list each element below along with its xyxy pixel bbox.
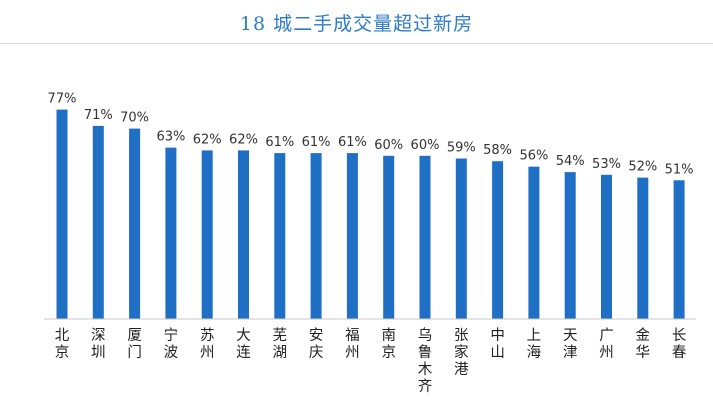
category-label-4: 苏州 [200,327,215,361]
category-label-5: 大连 [236,327,251,361]
category-label-11: 张家港 [454,327,469,378]
value-label-3: 63% [156,130,185,145]
bar-5 [238,150,249,319]
value-label-4: 62% [193,132,222,147]
value-label-8: 61% [338,135,367,150]
bar-10 [419,155,431,319]
bars-layer [56,109,685,320]
value-label-1: 71% [84,108,113,123]
bar-8 [346,153,358,319]
chart-title: 18 城二手成交量超过新房 [239,13,474,35]
value-label-13: 56% [519,149,548,164]
value-label-10: 60% [411,138,440,153]
category-label-14: 天津 [563,328,578,361]
bar-11 [455,158,467,319]
value-label-0: 77% [48,92,77,107]
bar-3 [165,147,177,319]
category-label-17: 长春 [672,327,687,361]
bar-17 [673,180,685,319]
category-label-10: 乌鲁木齐 [418,327,433,395]
value-labels-layer: 77% 71% 70% 63% 62% 62% 61% 61% 61% 60% 60% 59% 58% 5… [48,92,694,178]
category-label-8: 福州 [345,327,360,361]
bar-0 [56,109,68,319]
category-label-0: 北京 [55,327,70,361]
value-label-17: 51% [665,162,694,177]
category-label-9: 南京 [381,327,396,361]
bar-6 [274,153,286,319]
category-label-2: 厦门 [127,328,142,361]
category-label-12: 中山 [490,327,505,361]
bar-9 [383,155,395,319]
category-label-1: 深圳 [91,327,106,361]
bar-13 [528,166,540,319]
value-label-5: 62% [229,132,258,147]
bar-15 [601,174,612,319]
title-divider [0,43,713,44]
bar-12 [492,161,504,319]
value-label-7: 61% [302,135,331,150]
category-label-7: 安庆 [309,327,324,361]
category-label-13: 上海 [527,327,542,361]
value-label-9: 60% [374,138,403,153]
category-label-15: 广州 [599,327,614,361]
bar-7 [310,153,322,319]
value-label-6: 61% [265,135,294,150]
value-label-2: 70% [120,111,149,126]
bar-1 [92,125,104,320]
category-label-3: 宁波 [164,327,179,361]
bar-4 [201,150,213,319]
value-label-15: 53% [592,157,621,172]
category-label-16: 金华 [636,327,651,361]
bar-16 [637,177,649,319]
value-label-11: 59% [447,141,476,156]
bar-2 [129,128,141,319]
value-label-12: 58% [483,143,512,158]
category-label-6: 芜湖 [273,327,288,361]
bar-14 [564,172,576,319]
value-label-14: 54% [556,154,585,169]
value-label-16: 52% [628,160,657,175]
